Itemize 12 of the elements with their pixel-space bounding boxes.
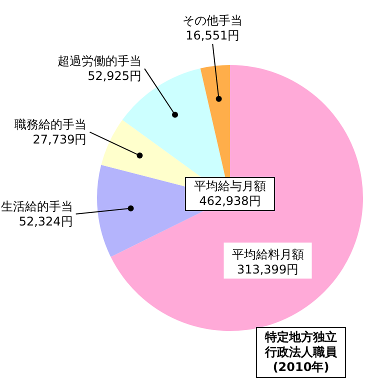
data-label: 52,324円 <box>18 214 73 229</box>
slice-label: 職務給的手当 <box>14 118 87 132</box>
slice-label: 生活給的手当 <box>0 200 73 214</box>
data-label: 27,739円 <box>32 132 87 147</box>
data-label: 16,551円 <box>186 28 240 42</box>
text: 特定地方独立行政法人職員(2010年) <box>256 327 346 378</box>
text: 平均給与月額 462,938円 <box>185 177 275 211</box>
slice-label: 平均給料月額 <box>232 248 304 262</box>
slice-label: その他手当 <box>182 13 243 28</box>
data-label: 313,399円 <box>236 262 299 277</box>
slice-label: 超過労働的手当 <box>58 54 142 68</box>
data-label: 52,925円 <box>88 69 142 84</box>
